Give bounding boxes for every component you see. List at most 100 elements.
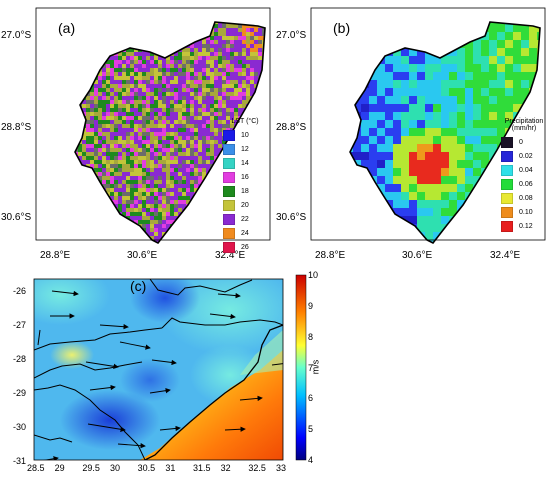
precip-legend-value: 0.10 — [519, 208, 533, 216]
wind-vector — [51, 290, 79, 297]
colorbar-tick-label: 5 — [308, 424, 314, 435]
colorbar-tick-label: 8 — [308, 331, 314, 342]
wind-vector — [159, 425, 181, 432]
boundary-c-2 — [161, 317, 283, 329]
colorbar-tick-label: 7 — [308, 362, 314, 373]
x-tick-label: 30 — [110, 463, 121, 473]
precip-legend-entry: 0.08 — [501, 191, 547, 205]
wind-vector — [85, 361, 119, 369]
precip-legend-swatch — [501, 206, 513, 218]
wind-vector — [87, 423, 126, 432]
colorbar-tick-label: 6 — [308, 393, 314, 404]
wind-map-frame — [33, 278, 284, 461]
x-tick-label: 28.5 — [27, 463, 45, 473]
lat-label-30-6: 30.6°S — [1, 212, 32, 223]
lst-legend-swatch — [223, 143, 235, 155]
lon-label-28-8-b: 28.8°E — [315, 250, 346, 261]
lst-legend-swatch — [223, 241, 235, 253]
wind-vector — [239, 395, 263, 402]
lat-label-27-b: 27.0°S — [276, 30, 307, 41]
x-tick-label: 31 — [165, 463, 176, 473]
y-tick-label: -26 — [13, 286, 27, 296]
x-tick-label: 29 — [54, 463, 65, 473]
x-tick-label: 32.5 — [248, 463, 266, 473]
lst-legend-entry: 16 — [223, 170, 267, 184]
lst-legend-entry: 10 — [223, 128, 267, 142]
lst-legend-entry: 14 — [223, 156, 267, 170]
lst-legend-value: 22 — [241, 215, 249, 223]
precip-legend-swatch — [501, 220, 513, 232]
colorbar-tick-label: 10 — [308, 270, 319, 280]
lst-legend-swatch — [223, 213, 235, 225]
wind-vector — [209, 313, 236, 320]
x-tick-label: 29.5 — [82, 463, 100, 473]
wind-vector — [224, 426, 246, 432]
lon-label-32-4: 32.4°E — [215, 250, 246, 261]
panel-c-wind-speed-map: (c) 28.5 29 29.5 30 30.5 31 31.5 32 32.5 33 -26 -2… — [0, 270, 550, 480]
boundary-c-5 — [34, 384, 146, 460]
lat-label-27: 27.0°S — [1, 30, 32, 41]
lst-legend-value: 10 — [241, 131, 249, 139]
lon-label-28-8: 28.8°E — [40, 250, 71, 261]
x-tick-label: 33 — [276, 463, 287, 473]
wind-vector — [217, 292, 241, 299]
lst-legend-swatch — [223, 171, 235, 183]
wind-vector — [151, 359, 177, 366]
lst-legend-value: 20 — [241, 201, 249, 209]
lst-legend-swatch — [223, 157, 235, 169]
precip-legend-swatch — [501, 178, 513, 190]
panel-c-label: (c) — [130, 278, 147, 294]
lst-legend-title: LST (°C) — [231, 118, 259, 125]
precip-legend-value: 0.04 — [519, 166, 533, 174]
precip-legend-swatch — [501, 150, 513, 162]
lat-label-30-6-b: 30.6°S — [276, 212, 307, 223]
lst-legend-value: 14 — [241, 159, 249, 167]
lst-legend-value: 16 — [241, 173, 249, 181]
boundary-c-1 — [149, 279, 253, 296]
colorbar-tick-label: 4 — [308, 455, 314, 465]
boundary-c-4 — [34, 361, 143, 379]
y-tick-label: -27 — [13, 320, 27, 330]
wind-vector — [99, 323, 129, 330]
y-tick-label: -28 — [13, 354, 27, 364]
precip-legend-entry: 0.02 — [501, 149, 547, 163]
wind-vector — [43, 456, 59, 460]
x-tick-label: 31.5 — [193, 463, 211, 473]
lon-label-30-6-b: 30.6°E — [402, 250, 433, 261]
lst-legend-value: 18 — [241, 187, 249, 195]
coastline-c — [144, 324, 283, 460]
precip-legend: Precipitation (mm/hr) 0 0.02 0.04 0.06 0.08 0… — [501, 118, 547, 233]
x-tick-label: 30.5 — [137, 463, 156, 473]
panel-b-label: (b) — [333, 20, 351, 36]
colorbar-unit: m/s — [310, 359, 321, 375]
precip-legend-entry: 0.06 — [501, 177, 547, 191]
lst-legend-swatch — [223, 199, 235, 211]
wind-vector — [119, 341, 151, 350]
precip-legend-swatch — [501, 136, 513, 148]
precip-legend-entry: 0.04 — [501, 163, 547, 177]
wind-vector — [271, 363, 283, 366]
colorbar-tick-label: 9 — [308, 300, 314, 311]
precip-legend-value: 0.02 — [519, 152, 533, 160]
lst-legend: LST (°C) 10 12 14 16 18 20 22 24 26 — [223, 118, 267, 254]
wind-vector — [117, 442, 146, 449]
precip-legend-value: 0.08 — [519, 194, 533, 202]
y-tick-label: -30 — [13, 422, 27, 432]
lst-legend-value: 12 — [241, 145, 249, 153]
province-boundary-b — [349, 21, 541, 245]
lst-legend-value: 24 — [241, 229, 249, 237]
precip-legend-swatch — [501, 192, 513, 204]
y-tick-label: -31 — [13, 456, 27, 466]
wind-vector — [89, 384, 116, 391]
wind-vector — [149, 387, 171, 394]
lst-legend-swatch — [223, 227, 235, 239]
precip-legend-entry: 0.12 — [501, 219, 547, 233]
precip-legend-title: Precipitation (mm/hr) — [504, 118, 544, 132]
x-tick-label: 32 — [220, 463, 231, 473]
boundary-c-7 — [34, 434, 73, 443]
panel-b-precipitation-map: (b) 27.0°S 28.8°S 30.6°S 28.8°E 30.6°E 3… — [275, 0, 550, 270]
precip-legend-entry: 0.10 — [501, 205, 547, 219]
lst-legend-entry: 24 — [223, 226, 267, 240]
lst-legend-swatch — [223, 129, 235, 141]
precip-legend-entry: 0 — [501, 135, 547, 149]
